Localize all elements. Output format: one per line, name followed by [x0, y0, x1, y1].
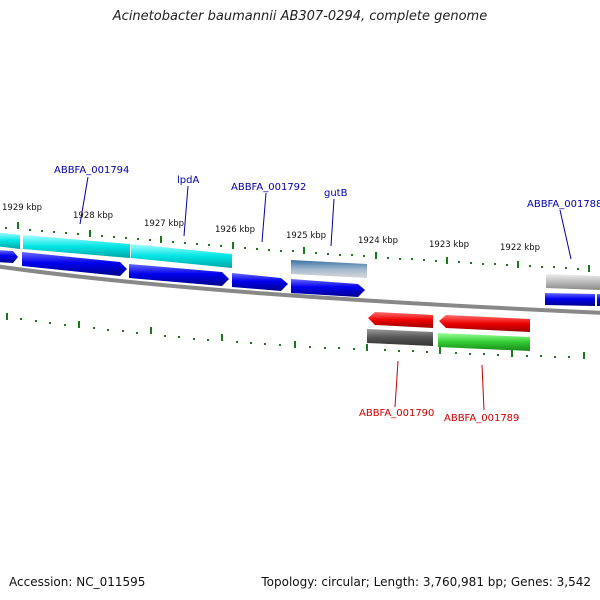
kbp-scale-lower — [6, 313, 585, 359]
gene-lightgray-abbfa-001788[interactable] — [546, 274, 600, 290]
gene-blue-lpda[interactable] — [129, 264, 229, 286]
gene-green-abbfa-001789[interactable] — [438, 333, 530, 351]
kbp-scale-upper — [5, 222, 590, 272]
gene-blue-left[interactable] — [0, 250, 18, 263]
gene-blue-abbfa-001788[interactable] — [545, 293, 595, 306]
tick-label-1924: 1924 kbp — [358, 236, 398, 246]
leader-abbfa-001794 — [79, 176, 89, 225]
gene-cyan-lpda[interactable] — [131, 244, 232, 268]
tick-label-1925: 1925 kbp — [286, 231, 326, 241]
gene-label-lpda: lpdA — [177, 175, 199, 186]
gene-cyan-abbfa-001794[interactable] — [23, 235, 130, 258]
genome-title: Acinetobacter baumannii AB307-0294, comp… — [112, 9, 488, 24]
gene-label-abbfa-001790: ABBFA_001790 — [359, 408, 434, 419]
gene-label-abbfa-001789: ABBFA_001789 — [444, 413, 519, 424]
gene-blue-abbfa-001792[interactable] — [232, 273, 288, 291]
leader-abbfa-001790 — [394, 360, 399, 408]
accession-label: Accession: NC_011595 — [9, 575, 146, 589]
gene-label-gutb: gutB — [324, 188, 348, 199]
gene-blue-abbfa-001794[interactable] — [22, 252, 127, 276]
genome-summary: Topology: circular; Length: 3,760,981 bp… — [261, 575, 591, 589]
gene-label-abbfa-001792: ABBFA_001792 — [231, 182, 306, 193]
gene-blue-gutb[interactable] — [291, 279, 365, 297]
tick-label-1929: 1929 kbp — [2, 203, 42, 213]
genome-backbone — [0, 264, 600, 315]
leader-abbfa-001788 — [559, 209, 572, 260]
tick-label-1927: 1927 kbp — [144, 219, 184, 229]
gene-blue-right-edge[interactable] — [597, 294, 600, 306]
leader-gutb — [330, 198, 335, 247]
leader-abbfa-001789 — [481, 364, 485, 411]
leader-abbfa-001792 — [261, 192, 267, 243]
gene-label-abbfa-001794: ABBFA_001794 — [54, 165, 129, 176]
tick-label-1922: 1922 kbp — [500, 243, 540, 253]
tick-label-1926: 1926 kbp — [215, 225, 255, 235]
gene-cyan-left[interactable] — [0, 232, 20, 249]
tick-label-1923: 1923 kbp — [429, 240, 469, 250]
gene-darkgray-abbfa-001790[interactable] — [367, 329, 433, 346]
gene-steel-gutb[interactable] — [291, 260, 367, 278]
leader-lpda — [183, 185, 189, 237]
gene-red-abbfa-001790[interactable] — [368, 312, 433, 328]
gene-red-abbfa-001789[interactable] — [439, 315, 530, 332]
tick-label-1928: 1928 kbp — [73, 211, 113, 221]
gene-label-abbfa-001788: ABBFA_001788 — [527, 199, 600, 210]
